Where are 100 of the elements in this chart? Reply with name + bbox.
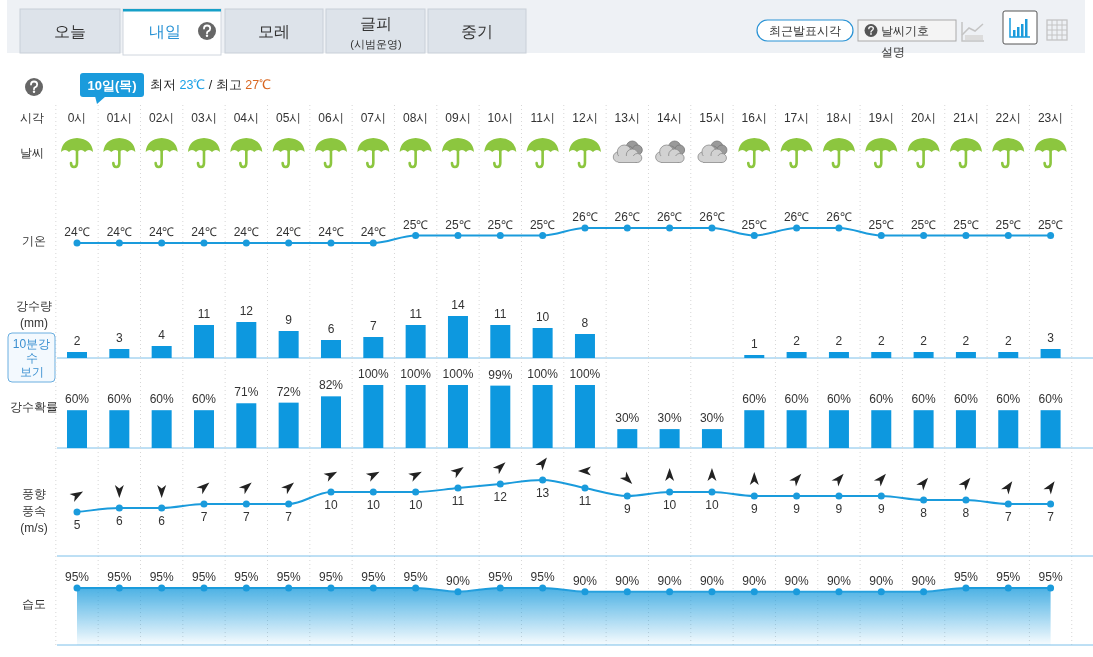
x-tick-label: 20시	[910, 111, 937, 125]
bar	[320, 340, 341, 358]
bar	[1040, 349, 1061, 358]
point	[327, 488, 335, 496]
x-tick-label: 23시	[1037, 111, 1064, 125]
data-label: 60%	[784, 392, 809, 407]
data-label: 25℃	[741, 217, 767, 232]
bar	[998, 352, 1019, 358]
bar	[405, 325, 426, 358]
data-label: 25℃	[402, 217, 429, 232]
point	[496, 480, 504, 488]
point	[242, 500, 250, 508]
data-label: 60%	[742, 392, 767, 407]
bar	[913, 410, 934, 448]
y-axis-title: 기온	[22, 234, 46, 248]
data-label: 95%	[996, 569, 1021, 584]
bar	[955, 352, 976, 358]
data-label: 10	[324, 498, 338, 512]
data-label: 100%	[357, 367, 389, 381]
point	[666, 488, 674, 496]
x-tick-label: 02시	[148, 111, 175, 125]
x-tick-label: 12시	[572, 111, 598, 125]
data-label: 90%	[742, 573, 767, 588]
data-label: 26℃	[783, 210, 810, 224]
x-tick-label: 14시	[656, 111, 683, 125]
data-label: 25℃	[1037, 217, 1064, 232]
x-tick-label: 10시	[487, 111, 513, 125]
data-label: 2	[73, 334, 81, 348]
text: 설명	[881, 45, 905, 59]
data-label: 10	[662, 498, 677, 512]
y-axis-title: 강수량 (mm)	[16, 298, 52, 330]
x-tick-label: 22시	[995, 111, 1021, 125]
bar	[828, 410, 849, 448]
point	[454, 484, 462, 492]
data-label: 14	[451, 298, 465, 312]
data-label: 71%	[234, 385, 259, 400]
data-label: 95%	[149, 569, 174, 584]
point	[1004, 500, 1012, 508]
data-label: 25℃	[487, 217, 513, 232]
x-tick-label: 11시	[530, 111, 555, 125]
data-label: 12	[239, 304, 254, 318]
data-label: 12	[493, 490, 508, 504]
data-label: 95%	[107, 569, 132, 584]
data-label: 90%	[699, 573, 725, 588]
data-label: 9	[877, 502, 885, 516]
point	[581, 484, 589, 492]
data-label: 2	[877, 334, 885, 348]
data-label: 6	[115, 514, 123, 528]
data-label: 13	[535, 486, 550, 500]
data-label: 95%	[530, 569, 555, 584]
bar	[659, 429, 680, 448]
data-label: 24℃	[148, 225, 175, 239]
data-label: 95%	[276, 569, 301, 584]
x-tick-label: 01시	[106, 111, 133, 125]
data-label: 95%	[488, 569, 513, 584]
data-label: 25℃	[910, 217, 937, 232]
bar	[405, 385, 426, 448]
chart-title: 10일(목)	[87, 77, 137, 93]
text: 중기	[461, 22, 493, 40]
point	[369, 488, 377, 496]
data-label: 10	[705, 498, 719, 512]
data-label: 60%	[191, 392, 217, 407]
data-label: 6	[158, 514, 166, 528]
data-label: 9	[623, 502, 631, 516]
data-label: 90%	[615, 573, 640, 588]
x-tick-label: 05시	[275, 111, 302, 125]
y-axis-title: 풍향 풍속 (m/s)	[20, 487, 48, 535]
data-label: 60%	[869, 392, 894, 407]
data-label: 11	[494, 307, 507, 321]
bar	[574, 334, 595, 358]
data-label: 30%	[699, 411, 725, 426]
data-label: 7	[369, 319, 377, 333]
data-label: 26℃	[826, 210, 852, 224]
data-label: 8	[920, 506, 928, 520]
bar	[447, 316, 468, 358]
data-label: 26℃	[656, 210, 683, 224]
bar	[151, 410, 172, 448]
point	[412, 488, 420, 496]
data-label: 95%	[953, 569, 979, 584]
data-label: 95%	[361, 569, 386, 584]
point	[115, 504, 123, 512]
data-label: 3	[115, 331, 123, 345]
text: 글피	[360, 14, 392, 32]
data-label: 24℃	[275, 225, 302, 239]
data-label: 95%	[234, 569, 259, 584]
data-label: 90%	[911, 573, 936, 588]
data-label: 26℃	[614, 210, 640, 224]
bar	[786, 410, 807, 448]
data-label: 2	[920, 334, 928, 348]
y-axis-title: 강수확률	[10, 400, 58, 414]
bar	[574, 385, 595, 448]
data-label: 11	[409, 307, 423, 321]
data-label: 30%	[657, 411, 682, 426]
data-label: 24℃	[318, 225, 344, 239]
bar	[109, 410, 130, 448]
data-label: 100%	[569, 367, 601, 381]
text: (시범운영)	[350, 38, 402, 50]
data-label: 60%	[64, 392, 90, 407]
data-label: 9	[285, 313, 293, 327]
data-label: 95%	[191, 569, 217, 584]
